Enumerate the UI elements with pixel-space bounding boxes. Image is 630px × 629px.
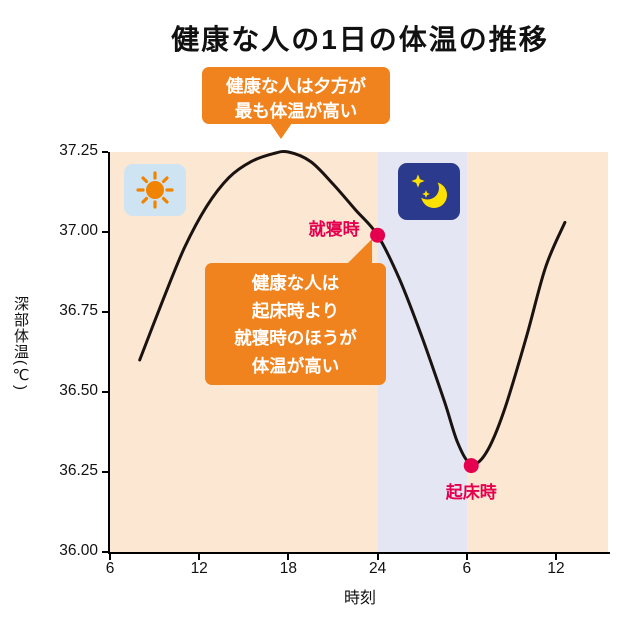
y-tick-mark	[102, 231, 108, 233]
plot-area: 就寝時 起床時 6 12 18 24 6 12 37.25 37.00 36.75 36.50 36…	[59, 142, 608, 577]
wake-label: 起床時	[445, 482, 497, 502]
night-tile	[398, 163, 460, 220]
callout-pointer-down-icon	[270, 123, 292, 139]
day-tile	[124, 164, 186, 216]
y-axis-title: 深部体温(℃)	[12, 296, 29, 391]
y-tick-mark	[102, 391, 108, 393]
bedtime-label: 就寝時	[308, 220, 360, 240]
x-tick-label: 6	[105, 560, 115, 577]
y-tick-mark	[102, 471, 108, 473]
y-tick-mark	[102, 151, 108, 153]
x-tick-mark	[287, 552, 290, 560]
y-tick-label: 36.25	[59, 462, 98, 479]
callout-bedtime-note: 健康な人は 起床時より 就寝時のほうが 体温が高い	[205, 239, 386, 385]
y-tick-label: 37.25	[59, 142, 98, 159]
callout-bedtime-line2: 起床時より	[251, 300, 340, 321]
bedtime-marker-dot	[370, 227, 386, 243]
x-tick-mark	[376, 552, 379, 560]
callout-bedtime-line4: 体温が高い	[251, 355, 340, 376]
page-title: 健康な人の1日の体温の推移	[171, 24, 549, 55]
y-tick-label: 36.75	[59, 302, 98, 319]
x-tick-mark	[554, 552, 557, 560]
y-tick-label: 36.00	[59, 542, 98, 559]
x-tick-mark	[198, 552, 201, 560]
y-axis-line	[108, 152, 110, 554]
curve-svg	[138, 149, 567, 474]
x-tick-mark	[109, 552, 111, 560]
x-tick-label: 24	[368, 560, 387, 577]
x-tick-label: 12	[547, 560, 565, 577]
moon-stars-icon	[411, 173, 447, 208]
callout-evening-line1: 健康な人は夕方が	[226, 76, 366, 96]
x-tick-label: 6	[462, 560, 472, 577]
callout-evening-peak: 健康な人は夕方が 最も体温が高い	[202, 67, 390, 139]
temperature-curve	[138, 149, 567, 466]
x-tick-label: 12	[190, 560, 208, 577]
callout-pointer-up-icon	[344, 239, 372, 267]
wake-marker-dot	[463, 458, 479, 474]
x-axis-title: 時刻	[343, 590, 376, 607]
y-tick-label: 36.50	[59, 382, 98, 399]
y-tick-mark	[102, 311, 108, 313]
x-tick-mark	[465, 552, 468, 560]
y-tick-mark	[102, 551, 108, 553]
x-axis-line	[108, 552, 610, 554]
callout-evening-line2: 最も体温が高い	[234, 101, 358, 122]
callout-bedtime-line3: 就寝時のほうが	[234, 328, 357, 349]
sun-icon	[136, 171, 174, 209]
y-tick-label: 37.00	[59, 222, 98, 239]
callout-bedtime-line1: 健康な人は	[251, 273, 340, 293]
x-tick-label: 18	[279, 560, 297, 577]
